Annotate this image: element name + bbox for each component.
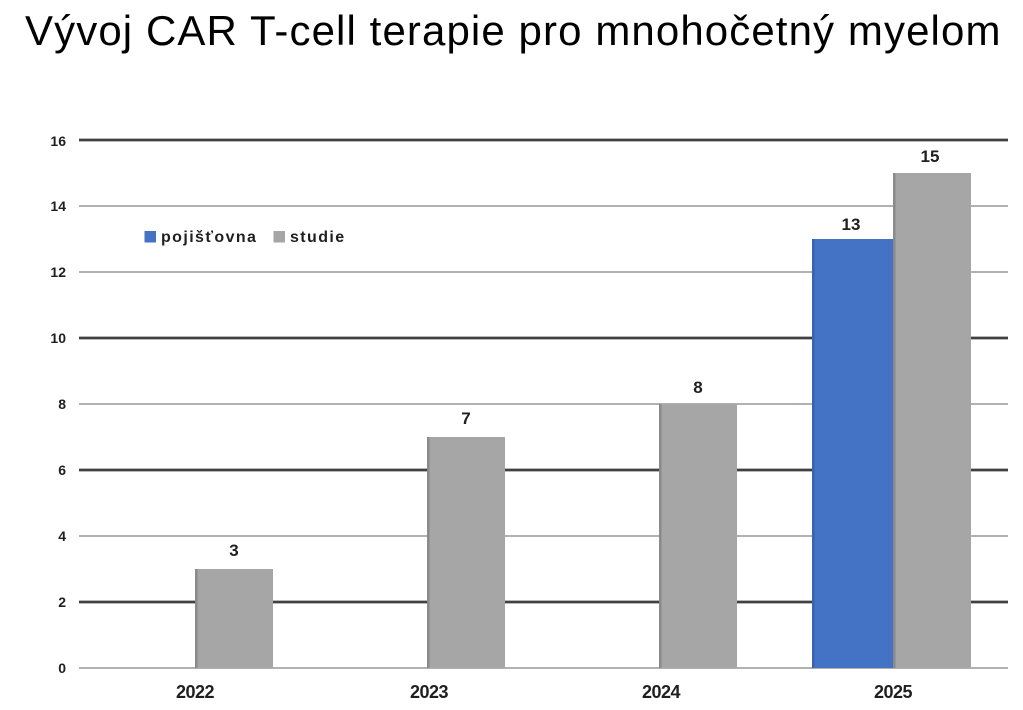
svg-text:2025: 2025	[874, 682, 913, 702]
svg-text:12: 12	[50, 264, 66, 280]
svg-text:8: 8	[693, 378, 702, 397]
svg-text:0: 0	[58, 660, 66, 676]
svg-text:10: 10	[50, 330, 66, 346]
svg-text:2022: 2022	[176, 682, 215, 702]
svg-text:8: 8	[58, 396, 66, 412]
svg-text:studie: studie	[290, 229, 346, 246]
svg-text:pojišťovna: pojišťovna	[161, 229, 257, 246]
svg-text:2023: 2023	[410, 682, 449, 702]
svg-text:7: 7	[461, 409, 470, 428]
svg-text:14: 14	[50, 198, 66, 214]
svg-text:16: 16	[50, 133, 66, 149]
svg-text:2: 2	[58, 594, 66, 610]
svg-text:3: 3	[229, 541, 238, 560]
svg-text:13: 13	[842, 215, 861, 234]
svg-text:15: 15	[921, 147, 940, 166]
svg-text:4: 4	[58, 528, 66, 544]
svg-text:6: 6	[58, 462, 66, 478]
svg-text:2024: 2024	[642, 682, 681, 702]
